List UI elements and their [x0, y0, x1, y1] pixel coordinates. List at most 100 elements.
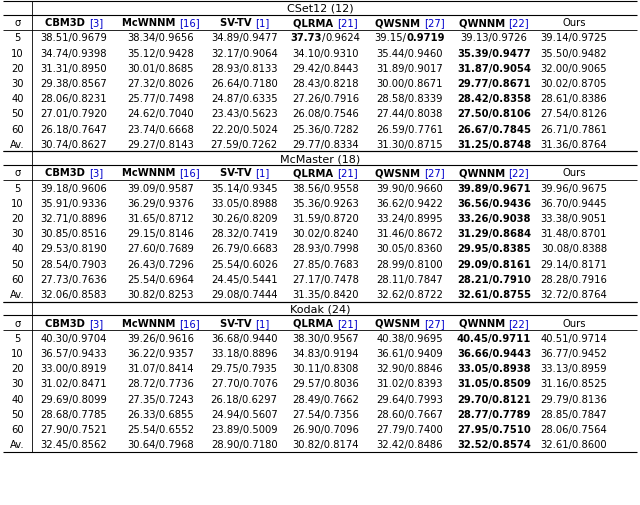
Text: 27.01/0.7920: 27.01/0.7920	[40, 109, 108, 119]
Text: 30.02/0.8240: 30.02/0.8240	[292, 229, 358, 239]
Text: 29.38/0.8567: 29.38/0.8567	[40, 79, 108, 89]
Text: 20: 20	[12, 214, 24, 224]
Text: [21]: [21]	[337, 168, 358, 178]
Text: CBM3D: CBM3D	[45, 168, 88, 178]
Text: 28.72/0.7736: 28.72/0.7736	[127, 379, 194, 389]
Text: 40.51/0.9714: 40.51/0.9714	[541, 333, 607, 343]
Text: QWNNM: QWNNM	[459, 318, 509, 328]
Text: 27.54/0.8126: 27.54/0.8126	[540, 109, 607, 119]
Text: 38.56/0.9558: 38.56/0.9558	[292, 183, 359, 193]
Text: CBM3D: CBM3D	[45, 318, 88, 328]
Text: [3]: [3]	[88, 18, 103, 28]
Text: 33.26/0.9038: 33.26/0.9038	[458, 214, 531, 224]
Text: 38.34/0.9656: 38.34/0.9656	[127, 33, 194, 43]
Text: CSet12 (12): CSet12 (12)	[287, 4, 353, 14]
Text: 34.74/0.9398: 34.74/0.9398	[41, 48, 108, 59]
Text: 31.46/0.8672: 31.46/0.8672	[376, 229, 443, 239]
Text: 27.70/0.7076: 27.70/0.7076	[211, 379, 278, 389]
Text: 31.29/0.8684: 31.29/0.8684	[457, 229, 531, 239]
Text: 36.29/0.9376: 36.29/0.9376	[127, 198, 194, 209]
Text: 33.05/0.8938: 33.05/0.8938	[457, 364, 531, 374]
Text: QLRMA: QLRMA	[293, 18, 337, 28]
Text: 5: 5	[14, 333, 20, 343]
Text: 38.30/0.9567: 38.30/0.9567	[292, 333, 358, 343]
Text: 39.09/0.9587: 39.09/0.9587	[127, 183, 194, 193]
Text: [27]: [27]	[424, 168, 444, 178]
Text: 36.57/0.9433: 36.57/0.9433	[41, 348, 108, 359]
Text: 28.61/0.8386: 28.61/0.8386	[541, 94, 607, 104]
Text: [16]: [16]	[179, 18, 199, 28]
Text: 31.59/0.8720: 31.59/0.8720	[292, 214, 359, 224]
Text: 35.50/0.9482: 35.50/0.9482	[541, 48, 607, 59]
Text: QWSNM: QWSNM	[375, 18, 424, 28]
Text: 0.9624: 0.9624	[325, 33, 360, 43]
Text: 31.16/0.8525: 31.16/0.8525	[540, 379, 607, 389]
Text: 25.36/0.7282: 25.36/0.7282	[292, 124, 359, 134]
Text: σ: σ	[15, 168, 20, 178]
Text: 30.00/0.8671: 30.00/0.8671	[376, 79, 443, 89]
Text: 50: 50	[12, 259, 24, 269]
Text: 33.24/0.8995: 33.24/0.8995	[376, 214, 443, 224]
Text: McWNNM: McWNNM	[122, 168, 179, 178]
Text: SV-TV: SV-TV	[220, 168, 255, 178]
Text: 29.14/0.8171: 29.14/0.8171	[540, 259, 607, 269]
Text: 10: 10	[12, 48, 24, 59]
Text: 29.69/0.8099: 29.69/0.8099	[40, 394, 108, 404]
Text: 26.18/0.7647: 26.18/0.7647	[40, 124, 108, 134]
Text: 39.14/0.9725: 39.14/0.9725	[540, 33, 607, 43]
Text: Ours: Ours	[562, 18, 586, 28]
Text: 23.43/0.5623: 23.43/0.5623	[211, 109, 278, 119]
Text: 36.61/0.9409: 36.61/0.9409	[376, 348, 443, 359]
Text: 39.18/0.9606: 39.18/0.9606	[40, 183, 108, 193]
Text: QWNNM: QWNNM	[459, 168, 509, 178]
Text: σ: σ	[15, 18, 20, 28]
Text: 30.05/0.8360: 30.05/0.8360	[376, 244, 443, 254]
Text: 32.06/0.8583: 32.06/0.8583	[41, 289, 108, 299]
Text: 30.26/0.8209: 30.26/0.8209	[211, 214, 278, 224]
Text: 27.32/0.8026: 27.32/0.8026	[127, 79, 194, 89]
Text: 26.71/0.7861: 26.71/0.7861	[540, 124, 607, 134]
Text: [1]: [1]	[255, 168, 269, 178]
Text: [16]: [16]	[179, 318, 199, 328]
Text: 25.77/0.7498: 25.77/0.7498	[127, 94, 194, 104]
Text: 29.15/0.8146: 29.15/0.8146	[127, 229, 194, 239]
Text: Av.: Av.	[10, 289, 25, 299]
Text: 33.00/0.8919: 33.00/0.8919	[41, 364, 108, 374]
Text: 31.02/0.8471: 31.02/0.8471	[41, 379, 108, 389]
Text: 36.77/0.9452: 36.77/0.9452	[540, 348, 607, 359]
Text: 28.42/0.8358: 28.42/0.8358	[457, 94, 531, 104]
Text: 32.71/0.8896: 32.71/0.8896	[40, 214, 108, 224]
Text: 24.94/0.5607: 24.94/0.5607	[211, 409, 278, 419]
Text: 26.08/0.7546: 26.08/0.7546	[292, 109, 359, 119]
Text: 24.62/0.7040: 24.62/0.7040	[127, 109, 194, 119]
Text: [22]: [22]	[509, 18, 529, 28]
Text: 30.11/0.8308: 30.11/0.8308	[292, 364, 358, 374]
Text: 50: 50	[12, 409, 24, 419]
Text: McWNNM: McWNNM	[122, 318, 179, 328]
Text: QWNNM: QWNNM	[459, 18, 509, 28]
Text: 30: 30	[12, 379, 24, 389]
Text: Av.: Av.	[10, 139, 25, 149]
Text: 32.17/0.9064: 32.17/0.9064	[211, 48, 278, 59]
Text: 29.42/0.8443: 29.42/0.8443	[292, 64, 358, 74]
Text: [27]: [27]	[424, 18, 444, 28]
Text: 40.45/0.9711: 40.45/0.9711	[457, 333, 531, 343]
Text: [22]: [22]	[509, 168, 529, 178]
Text: 27.17/0.7478: 27.17/0.7478	[292, 274, 359, 284]
Text: 35.39/0.9477: 35.39/0.9477	[457, 48, 531, 59]
Text: 25.54/0.6964: 25.54/0.6964	[127, 274, 194, 284]
Text: 10: 10	[12, 198, 24, 209]
Text: 28.85/0.7847: 28.85/0.7847	[541, 409, 607, 419]
Text: 29.09/0.8161: 29.09/0.8161	[457, 259, 531, 269]
Text: 31.65/0.8712: 31.65/0.8712	[127, 214, 194, 224]
Text: 39.96/0.9675: 39.96/0.9675	[540, 183, 607, 193]
Text: SV-TV: SV-TV	[220, 318, 255, 328]
Text: 33.38/0.9051: 33.38/0.9051	[541, 214, 607, 224]
Text: 25.54/0.6026: 25.54/0.6026	[211, 259, 278, 269]
Text: 29.77/0.8334: 29.77/0.8334	[292, 139, 358, 149]
Text: 28.68/0.7785: 28.68/0.7785	[40, 409, 108, 419]
Text: 28.21/0.7910: 28.21/0.7910	[457, 274, 531, 284]
Text: 36.66/0.9443: 36.66/0.9443	[457, 348, 531, 359]
Text: 40: 40	[12, 94, 24, 104]
Text: 39.13/0.9726: 39.13/0.9726	[461, 33, 527, 43]
